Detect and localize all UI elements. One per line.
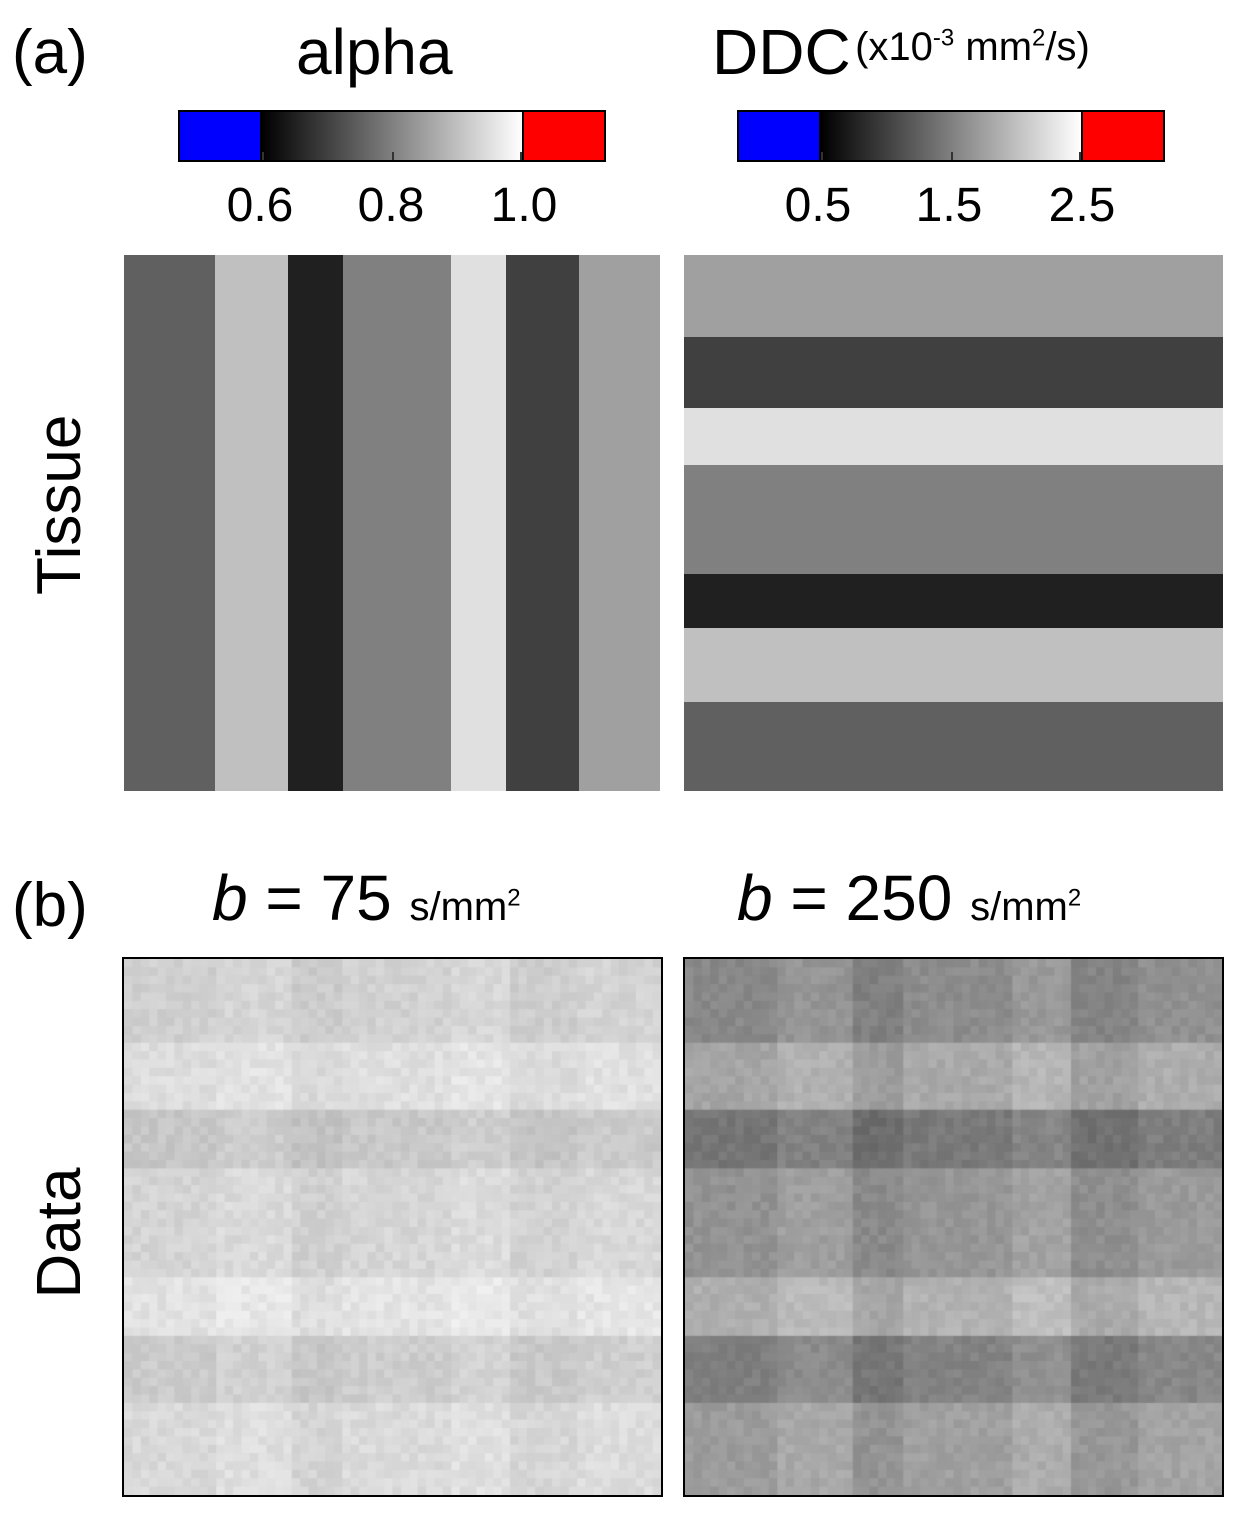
ddc-unit: (x10-3 mm2/s) <box>855 24 1090 69</box>
tissue-band <box>506 255 579 791</box>
tissue-band <box>684 337 1223 408</box>
alpha-colorbar-under <box>180 112 262 160</box>
ddc-tick-label: 0.5 <box>784 179 852 232</box>
tissue-band <box>578 255 660 791</box>
ddc-tick-mark <box>821 152 823 160</box>
ddc-tissue-image <box>684 255 1223 791</box>
alpha-tissue-image <box>124 255 660 791</box>
tissue-band <box>684 407 1223 465</box>
tissue-band <box>684 628 1223 702</box>
ddc-colorbar-over <box>1081 112 1163 160</box>
alpha-colorbar-gradient <box>262 112 522 160</box>
data-title-b75: b = 75 s/mm2 <box>212 862 521 934</box>
tissue-row-label: Tissue <box>25 414 94 595</box>
alpha-colorbar-over <box>522 112 604 160</box>
alpha-tick-mark <box>262 152 264 160</box>
ddc-tick-mark <box>1079 152 1081 160</box>
ddc-tick-label: 1.5 <box>915 179 983 232</box>
ddc-title: DDC <box>712 16 851 88</box>
alpha-colorbar <box>178 110 606 162</box>
alpha-tick-label: 1.0 <box>490 179 558 232</box>
tissue-band <box>684 702 1223 791</box>
data-title-b250: b = 250 s/mm2 <box>737 862 1082 934</box>
tissue-band <box>124 255 216 791</box>
tissue-band <box>684 573 1223 629</box>
tissue-band <box>288 255 343 791</box>
ddc-colorbar <box>737 110 1165 162</box>
alpha-title: alpha <box>296 16 453 88</box>
panel-b-label: (b) <box>12 871 88 940</box>
ddc-tick-label: 2.5 <box>1048 179 1116 232</box>
data-image-b250 <box>683 957 1224 1497</box>
tissue-band <box>684 464 1223 574</box>
tissue-band <box>215 255 288 791</box>
tissue-band <box>684 255 1223 337</box>
data-row-label: Data <box>25 1167 94 1299</box>
alpha-tick-label: 0.6 <box>226 179 294 232</box>
ddc-colorbar-under <box>739 112 821 160</box>
alpha-tick-mark <box>520 152 522 160</box>
ddc-tick-mark <box>951 152 953 160</box>
tissue-band <box>342 255 452 791</box>
panel-a-label: (a) <box>12 18 88 87</box>
alpha-tick-label: 0.8 <box>357 179 425 232</box>
data-image-b75 <box>122 957 663 1497</box>
ddc-colorbar-gradient <box>821 112 1081 160</box>
tissue-band <box>451 255 507 791</box>
alpha-tick-mark <box>392 152 394 160</box>
ddc-title-group: DDC (x10-3 mm2/s) <box>712 20 1090 84</box>
